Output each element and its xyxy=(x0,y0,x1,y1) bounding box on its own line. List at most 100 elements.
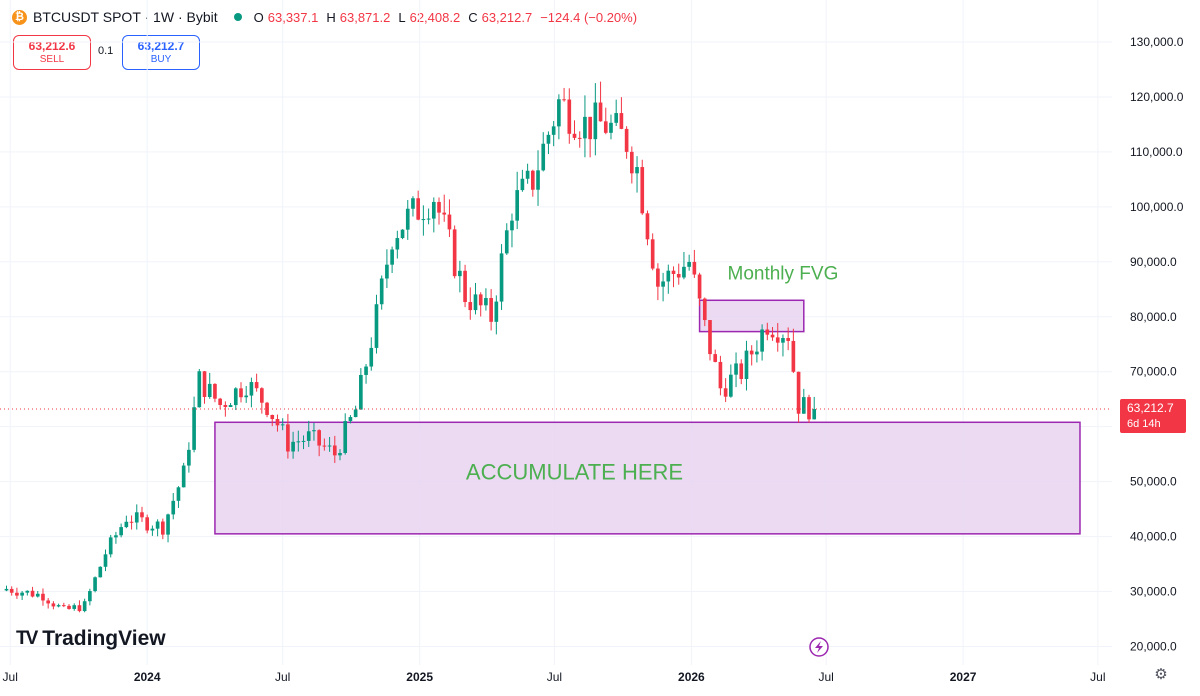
candle-body xyxy=(504,230,509,254)
accumulate-zone-label: ACCUMULATE HERE xyxy=(466,459,683,484)
candle-body xyxy=(812,409,817,420)
symbol-title[interactable]: BTCUSDT SPOT · 1W · Bybit xyxy=(33,9,218,25)
y-tick-label: 50,000.0 xyxy=(1130,475,1177,489)
candle-body xyxy=(426,218,431,220)
candle-body xyxy=(781,338,785,343)
candle-body xyxy=(364,366,368,375)
candle-body xyxy=(739,363,744,380)
candle-body xyxy=(61,605,66,607)
candle-body xyxy=(322,445,327,447)
candle-body xyxy=(447,214,452,230)
candle-body xyxy=(416,198,420,220)
candle-body xyxy=(614,113,619,123)
gear-icon[interactable]: ⚙ xyxy=(1154,666,1168,683)
candle-body xyxy=(702,298,707,321)
candle-body xyxy=(145,517,150,531)
candle-body xyxy=(729,374,733,397)
candle-body xyxy=(82,601,87,612)
candle-body xyxy=(20,592,24,596)
candle-body xyxy=(687,261,691,267)
candle-body xyxy=(327,445,332,447)
candle-body xyxy=(88,591,92,602)
candle-body xyxy=(291,441,295,452)
candle-body xyxy=(51,603,56,607)
candle-body xyxy=(640,167,645,214)
candle-body xyxy=(4,588,9,591)
candle-body xyxy=(650,239,655,269)
candle-body xyxy=(489,298,493,322)
y-tick-label: 110,000.0 xyxy=(1130,145,1183,159)
accumulate-zone-box xyxy=(214,421,1081,535)
x-tick-label: Jul xyxy=(547,670,562,684)
x-tick-label: 2024 xyxy=(134,670,161,684)
candle-body xyxy=(557,99,561,127)
candle-body xyxy=(765,329,770,335)
lightning-icon-bolt xyxy=(815,641,823,653)
tradingview-logo-mark: TV xyxy=(16,628,38,649)
candle-body xyxy=(536,170,540,190)
candle-body xyxy=(671,270,676,274)
y-tick-label: 90,000.0 xyxy=(1130,255,1177,269)
ohlc-high-key: H xyxy=(326,9,336,25)
candle-body xyxy=(411,198,415,209)
x-tick-label: 2027 xyxy=(950,670,977,684)
bitcoin-icon: ₿ xyxy=(12,9,27,25)
candle-body xyxy=(129,521,134,523)
candle-body xyxy=(239,388,243,398)
candle-body xyxy=(35,593,40,597)
candle-body xyxy=(395,238,400,250)
candle-body xyxy=(515,190,520,221)
candle-body xyxy=(353,409,358,418)
candle-body xyxy=(150,528,155,531)
current-price-label: 63,212.7 xyxy=(1127,401,1174,415)
candle-body xyxy=(286,424,290,452)
candle-body xyxy=(197,371,202,408)
ohlc-close-key: C xyxy=(468,9,478,25)
lightning-icon[interactable] xyxy=(809,637,829,657)
tradingview-logo-text: TradingView xyxy=(42,627,166,650)
candle-body xyxy=(807,397,811,420)
candle-body xyxy=(567,99,572,134)
candle-body xyxy=(254,382,259,389)
candle-body xyxy=(348,417,353,422)
candle-body xyxy=(119,527,123,536)
candle-body xyxy=(630,151,634,174)
candle-body xyxy=(166,514,170,535)
candle-body xyxy=(332,445,337,456)
candle-body xyxy=(749,350,754,355)
candle-body xyxy=(9,588,14,593)
candle-body xyxy=(656,268,660,287)
candle-body xyxy=(593,102,598,140)
candle-body xyxy=(494,301,499,322)
current-price-badge: 63,212.7 6d 14h xyxy=(1120,399,1186,434)
y-tick-label: 30,000.0 xyxy=(1130,585,1177,599)
candle-body xyxy=(598,102,603,122)
sell-label: SELL xyxy=(39,53,65,65)
candle-body xyxy=(468,302,473,311)
ohlc-high-value: 63,871.2 xyxy=(339,9,391,25)
candle-body xyxy=(176,487,181,501)
candle-body xyxy=(400,229,405,239)
tradingview-logo[interactable]: TV TradingView xyxy=(16,627,166,651)
ohlc-low-value: 62,408.2 xyxy=(409,9,461,25)
candle-body xyxy=(93,577,97,592)
sell-button[interactable]: 63,212.6 SELL xyxy=(13,35,91,70)
candle-body xyxy=(260,388,264,403)
candle-body xyxy=(67,605,71,609)
candle-body xyxy=(786,338,790,341)
candle-body xyxy=(442,212,447,215)
candle-body xyxy=(666,270,671,282)
candle-body xyxy=(713,354,718,362)
candle-body xyxy=(770,334,775,338)
candle-body xyxy=(697,274,702,299)
candle-body xyxy=(530,170,535,190)
candle-body xyxy=(103,554,108,567)
candle-body xyxy=(270,414,275,420)
candle-body xyxy=(202,371,207,397)
y-tick-label: 80,000.0 xyxy=(1130,310,1177,324)
y-tick-label: 100,000.0 xyxy=(1130,200,1184,214)
candle-body xyxy=(791,340,796,372)
candle-body xyxy=(213,383,217,399)
